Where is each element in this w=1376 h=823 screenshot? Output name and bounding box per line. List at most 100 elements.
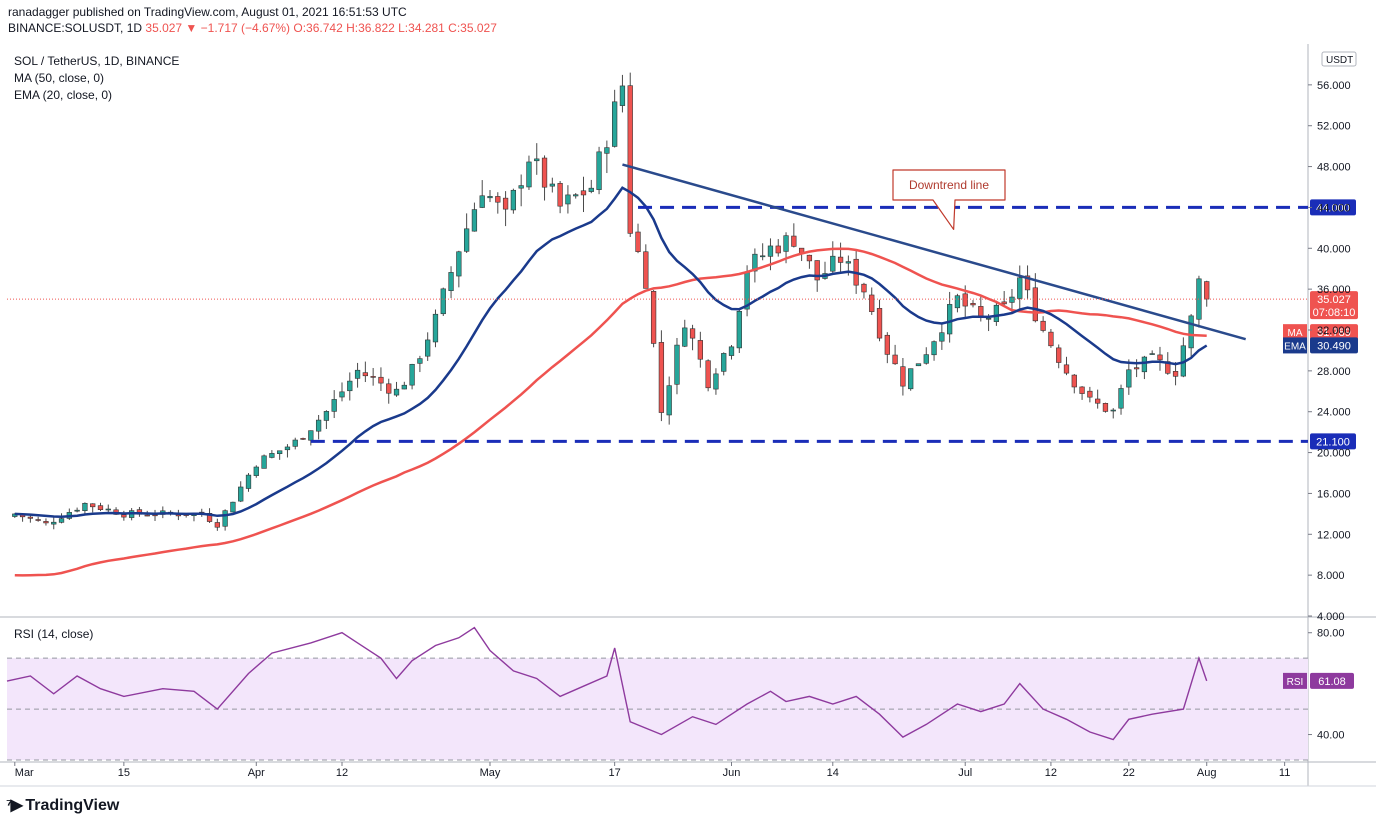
candle-body [837, 256, 844, 263]
candle-body [206, 513, 213, 522]
brand-name: TradingView [25, 797, 120, 814]
candle-body [845, 261, 852, 264]
candle-body [1087, 390, 1093, 398]
candle-body [970, 303, 976, 306]
price-tick-label: 28.000 [1317, 366, 1351, 378]
candle-body [713, 373, 719, 390]
candle-body [269, 453, 275, 458]
candle-body [35, 519, 41, 521]
ema20-name-label: EMA [1284, 341, 1306, 352]
candle-body [323, 411, 330, 421]
rsi-pane: 40.00 80.00 RSI 61.08 [6, 626, 1354, 761]
price-tick-label: 56.000 [1317, 80, 1351, 92]
time-tick-label: 14 [827, 767, 839, 779]
ma50-value-label: 31.789 [1317, 327, 1351, 339]
currency-badge [1321, 51, 1357, 67]
candle-body [736, 310, 742, 349]
ma50-value-tag [1310, 324, 1358, 341]
candle-body [627, 85, 633, 234]
candle-body [643, 251, 649, 289]
time-tick-label: 11 [1279, 767, 1290, 779]
candle-body [386, 383, 392, 394]
candle-body [565, 194, 571, 205]
candle-body [588, 187, 594, 192]
candle-body [292, 439, 298, 447]
candle-body [752, 253, 758, 272]
candle-body [417, 358, 423, 364]
candle-body [261, 455, 267, 469]
candle-body [931, 341, 937, 356]
candle-body [915, 363, 922, 367]
candle-body [214, 522, 220, 528]
time-tick-label: May [480, 767, 501, 779]
candle-body [502, 197, 509, 210]
candle-body [806, 254, 813, 262]
candle-body [1141, 356, 1148, 373]
candle-body [331, 399, 337, 412]
candle-body [604, 147, 610, 154]
ema-legend: EMA (20, close, 0) [14, 88, 113, 102]
candle-body [1126, 369, 1132, 388]
candle-body [1133, 367, 1140, 370]
publisher-line: ranadagger published on TradingView.com,… [8, 5, 407, 19]
candle-body [51, 521, 57, 525]
candle-body [962, 293, 968, 307]
candle-body [650, 291, 657, 344]
rsi-line [6, 626, 1208, 741]
candle-body [1009, 296, 1015, 303]
candle-body [1056, 347, 1062, 363]
candle-body [876, 308, 883, 339]
candles-group [12, 72, 1210, 531]
price-tick-label: 16.000 [1317, 488, 1351, 500]
candle-body [339, 391, 345, 398]
candle-body [814, 260, 820, 281]
ma50-line [14, 247, 1207, 577]
time-tick-label: Aug [1197, 767, 1217, 779]
annotation-text: Downtrend line [909, 178, 989, 192]
candle-body [1102, 403, 1109, 412]
candle-body [674, 344, 680, 385]
price-tick-label: 32.000 [1317, 325, 1351, 337]
candle-body [222, 510, 228, 527]
candle-body [253, 466, 259, 476]
time-tick-label: 12 [336, 767, 348, 779]
ema20-value-label: 30.490 [1317, 340, 1351, 352]
candle-body [144, 514, 150, 517]
candle-body [347, 380, 353, 392]
time-tick-label: 17 [609, 767, 621, 779]
price-tick-label: 24.000 [1317, 407, 1351, 419]
annotation-group: Downtrend line [892, 169, 1006, 231]
candle-body [775, 245, 781, 254]
price-tick-label: 4.000 [1317, 611, 1345, 623]
last-price-tag [1310, 291, 1358, 320]
candle-body [580, 190, 587, 196]
candle-body [90, 503, 96, 508]
tradingview-logo: ⁷▶ TradingView [6, 795, 119, 815]
price-change: 35.027 ▼ −1.717 (−4.67%) [145, 21, 291, 35]
candle-body [510, 189, 517, 211]
candle-body [518, 185, 524, 189]
level-price-tag [1310, 199, 1356, 216]
candle-body [682, 327, 688, 347]
candle-body [534, 158, 540, 162]
candle-body [1110, 409, 1116, 412]
candle-body [666, 385, 672, 416]
ohlc-values: O:36.742 H:36.822 L:34.281 C:35.027 [293, 21, 497, 35]
candle-body [300, 438, 306, 440]
countdown-label: 07:08:10 [1313, 307, 1356, 319]
rsi-tick-label: 80.00 [1317, 628, 1345, 640]
candle-body [993, 304, 1000, 322]
level-price-tag [1310, 433, 1356, 450]
ema20-name-tag [1283, 337, 1307, 354]
candle-body [1017, 277, 1023, 299]
candle-body [697, 340, 703, 360]
candle-body [487, 196, 493, 199]
rsi-name-label: RSI [1287, 677, 1304, 688]
candle-body [767, 245, 774, 257]
symbol-label: BINANCE:SOLUSDT, 1D [8, 21, 143, 35]
candle-body [58, 518, 65, 523]
candle-body [1157, 354, 1163, 361]
candle-body [315, 419, 322, 432]
